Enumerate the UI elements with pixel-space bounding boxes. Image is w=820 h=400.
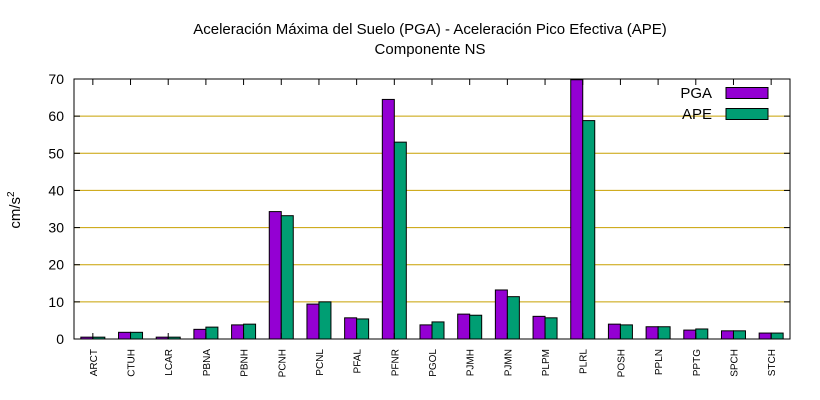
bars	[80, 79, 784, 340]
legend-swatch-ape	[725, 108, 769, 120]
x-tick-label-plrl: PLRL	[579, 349, 590, 374]
x-tick-label-pptg: PPTG	[692, 349, 703, 376]
x-tick-label-pbnh: PBNH	[240, 349, 251, 377]
x-tick-label-pfal: PFAL	[353, 349, 364, 374]
x-tick-label-ctuh: CTUH	[127, 349, 138, 377]
bar-ape-spch	[732, 330, 746, 340]
bar-pga-pjmh	[457, 313, 471, 340]
bar-ape-pjmh	[469, 314, 483, 340]
bar-pga-posh	[607, 323, 621, 340]
y-tick-label-10: 10	[48, 294, 64, 310]
axes: 0 10 20 30 40 50 60 70 ARCT CTUH LCAR PBNA PBNH PCNH P…	[48, 71, 791, 377]
bar-pga-spch	[720, 330, 734, 340]
bar-pga-pptg	[683, 329, 697, 340]
bar-pga-pcnl	[306, 303, 320, 340]
y-tick-label-60: 60	[48, 108, 64, 124]
x-tick-label-plpm: PLPM	[541, 349, 552, 376]
svg-text:cm/s2: cm/s2	[6, 191, 24, 229]
x-tick-label-pcnl: PCNL	[315, 349, 326, 376]
bar-ape-pptg	[695, 328, 709, 340]
x-tick-label-pfnr: PFNR	[390, 349, 401, 376]
bar-pga-pfnr	[381, 98, 395, 340]
bar-pga-pfal	[344, 317, 358, 340]
bar-ape-stch	[770, 332, 784, 340]
bar-ape-pbnh	[243, 323, 257, 340]
x-tick-label-lcar: LCAR	[164, 349, 175, 376]
y-tick-label-40: 40	[48, 182, 64, 198]
chart-title-line-1: Aceleración Máxima del Suelo (PGA) - Ace…	[193, 21, 667, 38]
y-tick-label-0: 0	[56, 331, 64, 347]
y-tick-label-70: 70	[48, 71, 64, 87]
bar-ape-pfal	[356, 318, 370, 340]
bar-ape-posh	[619, 324, 633, 340]
x-tick-label-arct: ARCT	[89, 349, 100, 376]
bar-pga-pgol	[419, 324, 433, 340]
bar-ape-pcnh	[280, 215, 294, 340]
x-tick-label-spch: SPCH	[729, 349, 740, 377]
bar-ape-pfnr	[393, 141, 407, 340]
x-tick-label-posh: POSH	[616, 349, 627, 377]
bar-pga-plpm	[532, 315, 546, 340]
bar-pga-pjmn	[494, 289, 508, 340]
legend-swatch-pga	[725, 87, 769, 99]
bar-pga-plrl	[570, 79, 584, 340]
y-axis-label: cm/s2	[6, 191, 24, 229]
legend: PGA APE	[680, 85, 769, 123]
x-tick-label-pgol: PGOL	[428, 349, 439, 377]
x-tick-label-pjmn: PJMN	[503, 349, 514, 376]
bar-pga-ctuh	[118, 331, 132, 340]
bar-pga-stch	[758, 332, 772, 340]
bar-ape-ppln	[657, 326, 671, 340]
bar-ape-plrl	[582, 120, 596, 340]
plot-frame	[73, 78, 791, 340]
y-tick-label-50: 50	[48, 145, 64, 161]
bar-pga-pbna	[193, 328, 207, 340]
x-tick-label-pcnh: PCNH	[277, 349, 288, 377]
bar-pga-pbnh	[231, 324, 245, 340]
bar-pga-pcnh	[268, 211, 282, 340]
x-tick-label-pjmh: PJMH	[466, 349, 477, 376]
bar-ape-pjmn	[506, 296, 520, 340]
y-axis-label-superscript: 2	[6, 191, 17, 197]
bar-ape-pcnl	[318, 301, 332, 340]
bar-ape-plpm	[544, 317, 558, 340]
x-tick-label-stch: STCH	[767, 349, 778, 376]
bar-ape-ctuh	[130, 331, 144, 340]
grid-lines	[74, 115, 790, 303]
x-tick-label-ppln: PPLN	[654, 349, 665, 375]
legend-label-ape: APE	[682, 106, 712, 123]
y-axis-label-text: cm/s	[7, 197, 24, 229]
bar-ape-pbna	[205, 326, 219, 340]
bar-ape-pgol	[431, 321, 445, 340]
bar-pga-ppln	[645, 326, 659, 340]
chart-title-line-2: Componente NS	[375, 41, 486, 58]
y-tick-label-30: 30	[48, 220, 64, 236]
y-tick-label-20: 20	[48, 257, 64, 273]
x-tick-label-pbna: PBNA	[202, 349, 213, 377]
legend-label-pga: PGA	[680, 85, 712, 102]
